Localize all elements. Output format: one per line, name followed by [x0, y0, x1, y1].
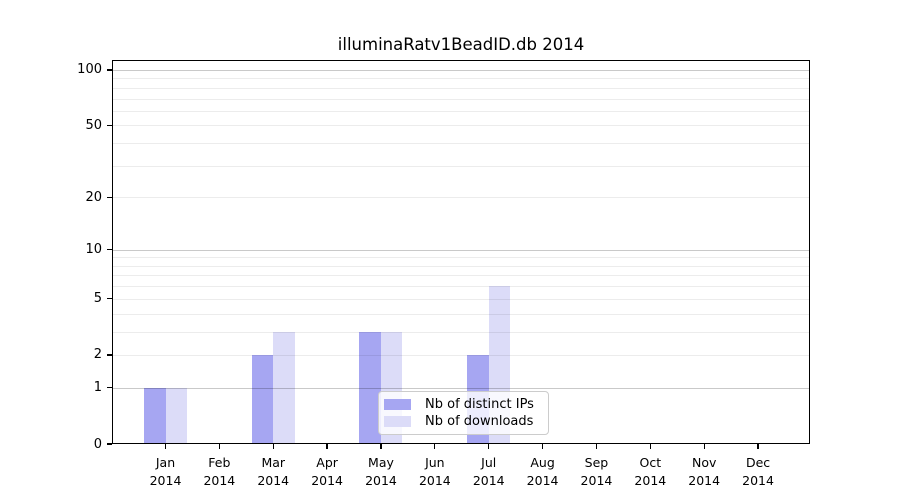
x-tick [218, 444, 221, 449]
y-tick [107, 124, 112, 126]
y-tick-label: 1 [93, 380, 102, 396]
x-tick [757, 444, 759, 449]
minor-gridline [112, 313, 810, 315]
x-tick-label: Apr 2014 [300, 454, 354, 490]
x-tick [703, 444, 705, 449]
x-tick-label: Jun 2014 [408, 454, 462, 490]
x-tick-label-year: 2014 [203, 473, 236, 488]
x-tick-label-month: Dec [745, 455, 771, 470]
x-tick-label: Sep 2014 [569, 454, 623, 490]
x-tick-label-year: 2014 [311, 473, 344, 488]
minor-gridline [112, 78, 810, 80]
y-tick [107, 387, 112, 389]
x-tick-label-month: Apr [316, 455, 338, 470]
x-tick [326, 444, 328, 449]
x-tick-label-month: Jul [481, 455, 497, 470]
y-tick [107, 443, 112, 445]
minor-gridline [112, 125, 810, 127]
major-gridline [112, 249, 810, 251]
minor-gridline [112, 110, 810, 112]
x-tick [649, 444, 651, 449]
y-tick [107, 354, 112, 356]
minor-gridline [112, 265, 810, 267]
minor-gridline [112, 197, 810, 199]
x-tick-label-month: Jan [155, 455, 176, 470]
x-tick-label-month: Jun [425, 455, 445, 470]
x-tick-label-year: 2014 [634, 473, 667, 488]
minor-gridline [112, 275, 810, 277]
chart-title: illuminaRatv1BeadID.db 2014 [337, 35, 585, 54]
minor-gridline [112, 143, 810, 145]
y-tick-label: 10 [85, 242, 102, 258]
x-tick [541, 444, 544, 449]
x-tick-label-year: 2014 [257, 473, 290, 488]
y-tick [107, 69, 112, 71]
legend-entry-downloads: Nb of downloads [384, 413, 534, 430]
legend-label-distinct-ips: Nb of distinct IPs [425, 397, 534, 412]
x-tick [164, 444, 167, 449]
y-tick-label: 2 [93, 347, 102, 363]
x-tick-label-year: 2014 [526, 473, 559, 488]
bar-downloads [273, 331, 295, 444]
y-tick-label: 20 [85, 189, 102, 205]
x-tick-label-year: 2014 [688, 473, 721, 488]
x-tick-label-year: 2014 [149, 473, 182, 488]
major-gridline [112, 69, 810, 71]
major-gridline [112, 387, 810, 389]
minor-gridline [112, 286, 810, 288]
legend-entry-distinct-ips: Nb of distinct IPs [384, 396, 534, 413]
y-tick-label: 100 [77, 62, 102, 78]
x-tick-label-month: Aug [530, 455, 555, 470]
y-tick [107, 298, 112, 300]
minor-gridline [112, 98, 810, 100]
plot-area: Nb of distinct IPs Nb of downloads [112, 60, 810, 444]
x-tick [380, 444, 382, 449]
y-tick [107, 196, 112, 198]
x-tick-label: Mar 2014 [246, 454, 300, 490]
x-tick-label-year: 2014 [418, 473, 451, 488]
y-tick-label: 0 [93, 436, 102, 452]
bar-downloads [165, 387, 187, 444]
x-tick-label-year: 2014 [365, 473, 397, 488]
x-tick-label-year: 2014 [580, 473, 613, 488]
y-tick-label: 5 [93, 291, 102, 307]
plot-border [112, 60, 810, 444]
x-tick-label: Jul 2014 [462, 454, 516, 490]
x-tick [434, 444, 436, 449]
y-tick-label: 50 [85, 117, 102, 133]
legend-swatch-distinct-ips [384, 399, 411, 410]
minor-gridline [112, 331, 810, 333]
x-tick-label: Dec 2014 [731, 454, 785, 490]
x-tick-label: Oct 2014 [623, 454, 677, 490]
bar-distinct-ips [251, 354, 274, 444]
x-tick-label: Nov 2014 [677, 454, 731, 490]
x-tick-label: Aug 2014 [516, 454, 570, 490]
x-tick-label-month: Oct [639, 455, 662, 470]
x-tick-label-month: May [368, 455, 394, 470]
legend-swatch-downloads [384, 416, 411, 427]
minor-gridline [112, 165, 810, 167]
x-tick-label-month: Mar [261, 455, 286, 470]
x-tick-label-month: Sep [584, 455, 609, 470]
x-tick [595, 444, 598, 449]
x-tick-label: May 2014 [354, 454, 408, 490]
x-tick-label-year: 2014 [742, 473, 774, 488]
minor-gridline [112, 298, 810, 300]
minor-gridline [112, 354, 810, 356]
minor-gridline [112, 87, 810, 89]
minor-gridline [112, 257, 810, 259]
x-tick-label: Jan 2014 [139, 454, 193, 490]
legend: Nb of distinct IPs Nb of downloads [378, 391, 549, 435]
x-tick [488, 444, 490, 449]
x-tick [272, 444, 274, 449]
bar-distinct-ips [359, 331, 381, 444]
x-tick-label-month: Feb [208, 455, 231, 470]
y-tick [107, 249, 112, 251]
x-tick-label-month: Nov [691, 455, 717, 470]
legend-label-downloads: Nb of downloads [425, 414, 534, 429]
x-tick-label-year: 2014 [472, 473, 505, 488]
x-tick-label: Feb 2014 [192, 454, 246, 490]
bar-distinct-ips [144, 387, 166, 444]
